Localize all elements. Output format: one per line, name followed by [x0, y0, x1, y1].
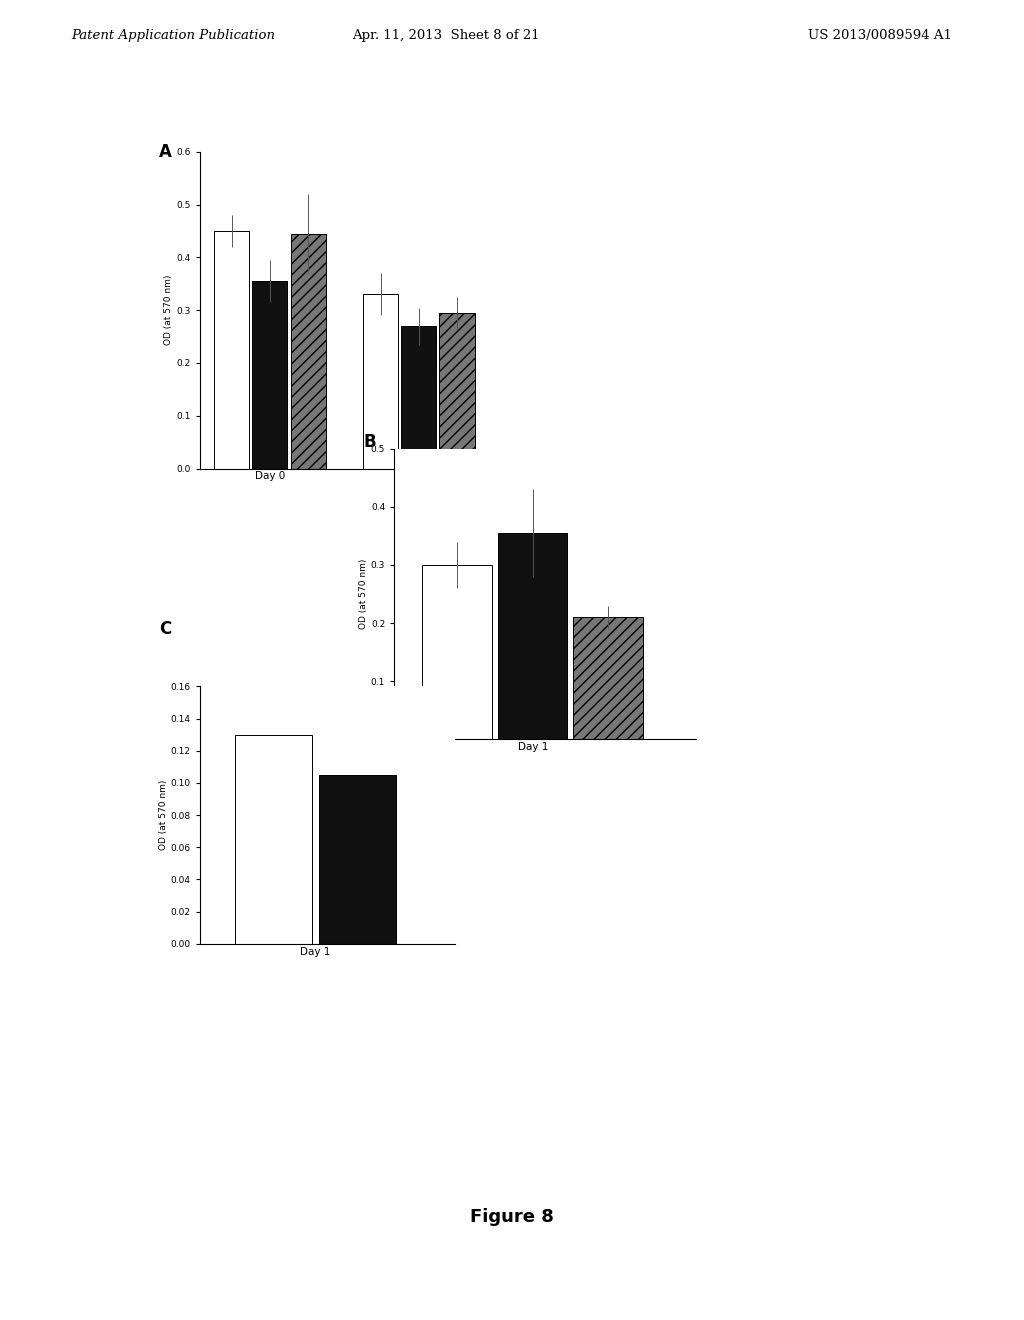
Y-axis label: OD (at 570 nm): OD (at 570 nm) — [165, 275, 173, 346]
Bar — [214, 231, 249, 469]
Text: A: A — [159, 143, 172, 161]
Text: Patent Application Publication: Patent Application Publication — [72, 29, 275, 42]
Y-axis label: OD (at 570 nm): OD (at 570 nm) — [159, 780, 168, 850]
Text: C: C — [159, 620, 171, 639]
Bar — [498, 533, 567, 739]
Bar — [573, 618, 643, 739]
Bar — [401, 326, 436, 469]
Bar — [252, 281, 288, 469]
Text: US 2013/0089594 A1: US 2013/0089594 A1 — [808, 29, 952, 42]
Bar — [236, 735, 312, 944]
Bar — [291, 234, 326, 469]
Bar — [423, 565, 492, 739]
Bar — [362, 294, 398, 469]
Text: Apr. 11, 2013  Sheet 8 of 21: Apr. 11, 2013 Sheet 8 of 21 — [351, 29, 540, 42]
Bar — [318, 775, 395, 944]
Y-axis label: OD (at 570 nm): OD (at 570 nm) — [359, 558, 368, 630]
Bar — [439, 313, 475, 469]
Text: Figure 8: Figure 8 — [470, 1208, 554, 1226]
Text: B: B — [364, 433, 376, 451]
